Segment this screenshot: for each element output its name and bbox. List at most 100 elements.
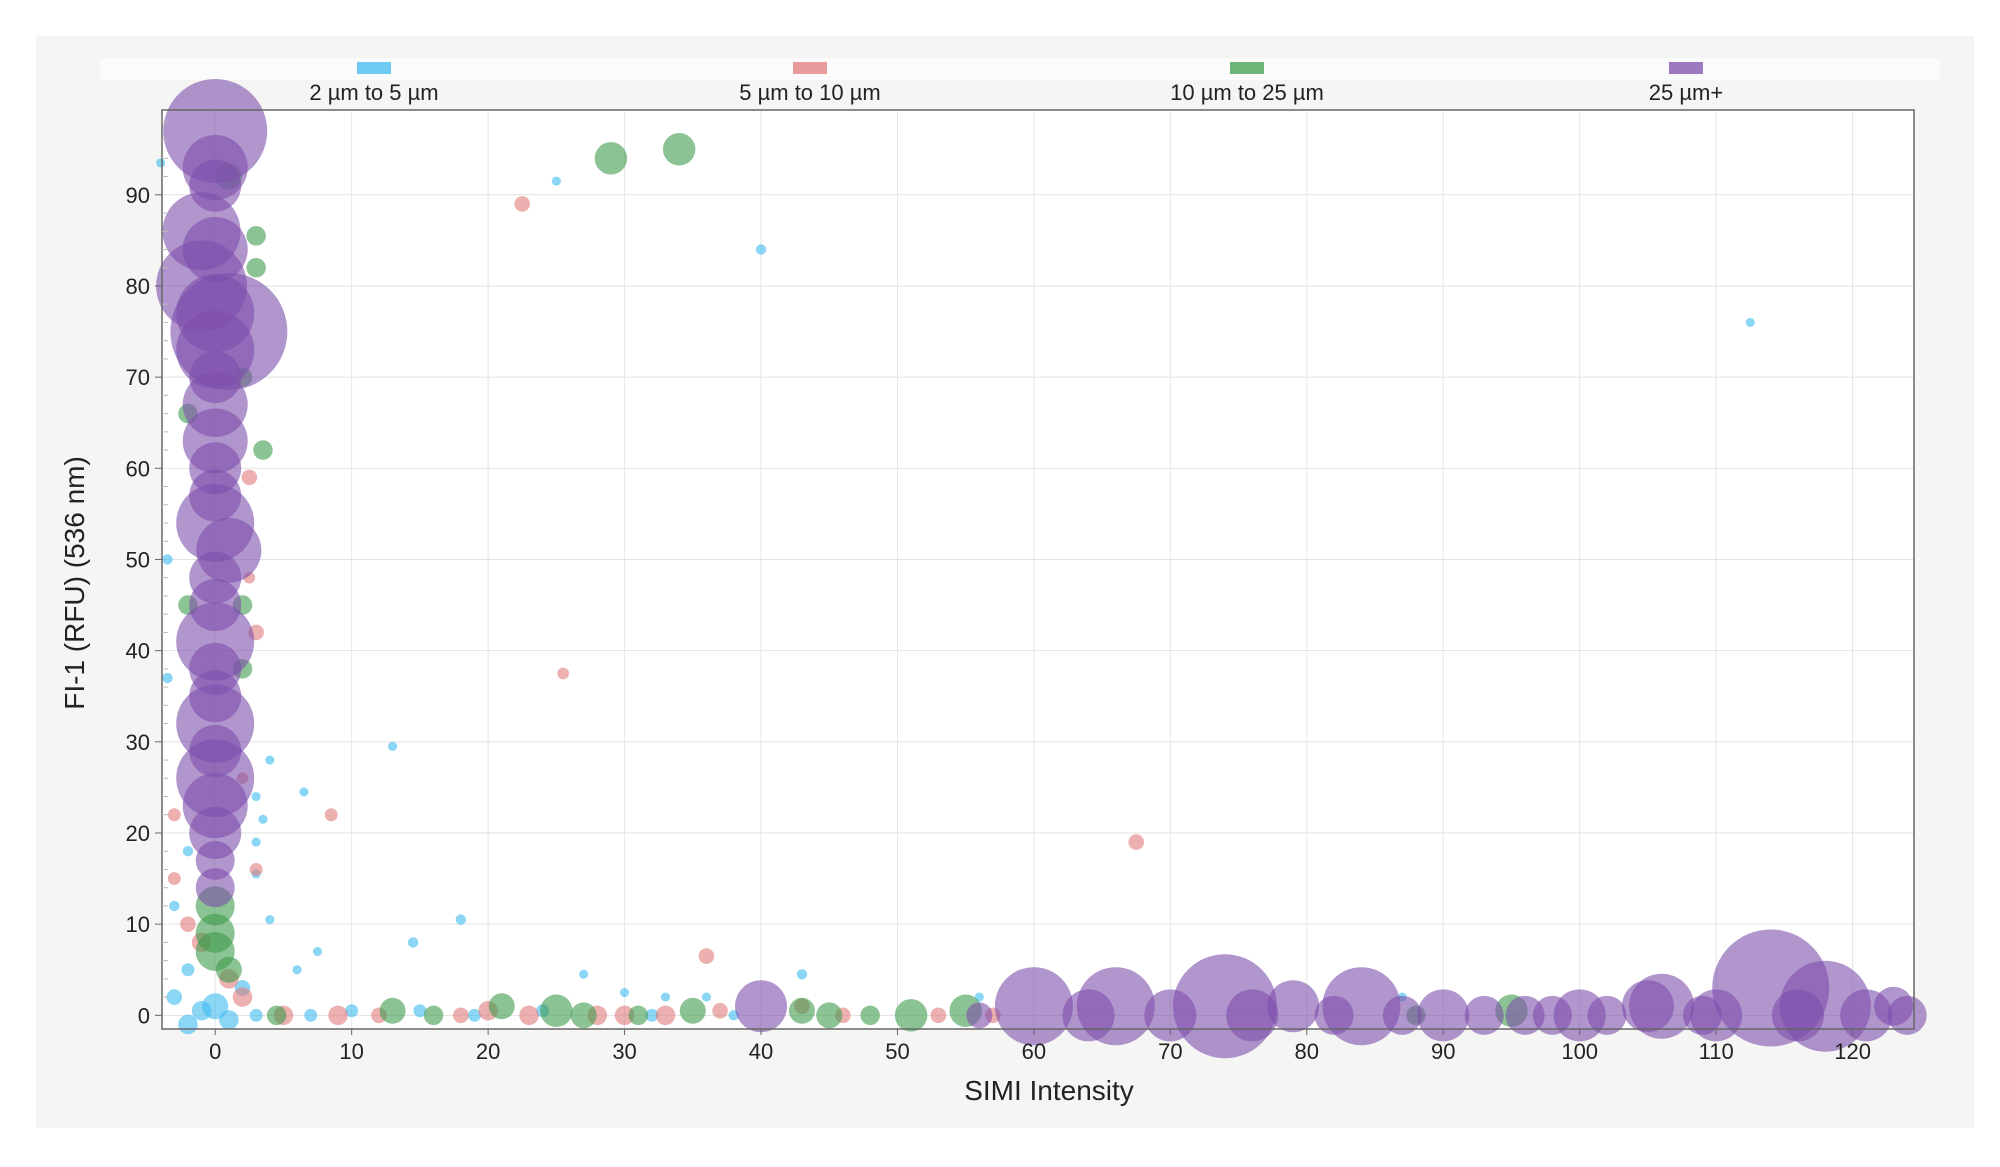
x-tick-label: 70 [1158,1039,1182,1064]
data-point [167,808,181,822]
data-point [166,989,183,1005]
data-point [519,1005,539,1026]
data-point [701,992,711,1002]
x-tick-label: 110 [1699,1039,1734,1064]
data-point [162,672,173,684]
data-point [816,1002,843,1029]
data-point [241,469,258,486]
data-point [246,226,266,246]
data-point [1887,995,1927,1035]
data-point [1629,973,1695,1039]
data-point [755,244,767,255]
series-group [156,78,1927,1059]
y-tick-label: 20 [126,821,150,846]
legend-swatch [793,62,827,74]
data-point [251,791,261,802]
x-tick-label: 60 [1022,1039,1046,1064]
data-point [299,787,309,797]
y-tick-label: 0 [138,1003,150,1028]
data-point [253,440,273,460]
data-point [1226,989,1279,1042]
x-axis-title: SIMI Intensity [964,1075,1134,1106]
x-tick-label: 20 [476,1039,500,1064]
y-tick-label: 90 [126,183,150,208]
data-point [258,814,268,824]
data-point [182,846,194,857]
x-tick-label: 120 [1834,1039,1871,1064]
data-point [195,868,235,908]
data-point [423,1005,444,1026]
data-point [557,667,570,680]
data-point [202,993,229,1020]
data-point [266,1005,287,1026]
data-point [860,1005,880,1026]
data-point [265,915,275,925]
data-point [994,967,1073,1046]
legend-swatch [1230,62,1264,74]
data-point [232,987,253,1007]
data-point [455,914,467,925]
data-point [579,969,589,979]
x-tick-label: 10 [339,1039,363,1064]
data-point [407,937,419,948]
data-point [1267,980,1320,1033]
data-point [660,992,671,1002]
data-point [178,1014,198,1035]
data-point [594,142,628,175]
x-tick-label: 90 [1431,1039,1455,1064]
data-point [735,980,788,1033]
data-point [313,946,323,957]
legend-band [100,58,1940,80]
data-point [195,840,235,880]
data-point [249,1008,263,1022]
x-tick-label: 100 [1561,1039,1598,1064]
plot-area [162,110,1914,1029]
data-point [894,999,928,1032]
data-point [180,916,196,932]
data-point [1314,995,1354,1035]
x-tick-label: 0 [209,1039,221,1064]
data-point [1505,995,1545,1035]
data-point [796,969,808,980]
x-axis: 0 10 20 30 40 50 60 70 80 90 100 110 120 [209,1029,1871,1064]
data-point [551,176,561,186]
data-point [169,900,180,912]
data-point [1062,989,1115,1042]
data-point [413,1004,427,1018]
y-tick-label: 50 [126,547,150,572]
data-point [1683,995,1723,1035]
y-axis-title: FI-1 (RFU) (536 nm) [59,456,90,710]
data-point [388,741,398,751]
data-point [167,872,181,886]
data-point [304,1008,318,1022]
data-point [249,862,263,876]
y-tick-label: 80 [126,274,150,299]
data-point [698,948,715,964]
x-tick-label: 50 [885,1039,909,1064]
data-point [156,158,166,168]
data-point [345,1004,359,1018]
y-axis: 0 10 20 30 40 50 60 70 80 90 [126,121,168,1028]
data-point [614,1005,635,1026]
data-point [514,196,531,212]
data-point [655,1005,676,1026]
x-tick-label: 80 [1295,1039,1319,1064]
data-point [679,997,706,1024]
data-point [628,1005,648,1026]
data-point [966,1002,993,1029]
data-point [1772,989,1825,1042]
y-tick-label: 40 [126,639,150,664]
data-point [328,1005,348,1026]
legend-label: 25 µm+ [1649,80,1723,105]
data-point [467,1008,481,1022]
legend: 2 µm to 5 µm 5 µm to 10 µm 10 µm to 25 µm 2… [309,62,1723,105]
x-tick-label: 40 [749,1039,773,1064]
plot-border [161,109,1915,1030]
y-tick-label: 10 [126,912,150,937]
data-point [246,257,266,278]
legend-swatch [1669,62,1703,74]
y-tick-label: 30 [126,730,150,755]
y-tick-label: 60 [126,456,150,481]
y-tick-label: 70 [126,365,150,390]
data-point [662,132,696,166]
